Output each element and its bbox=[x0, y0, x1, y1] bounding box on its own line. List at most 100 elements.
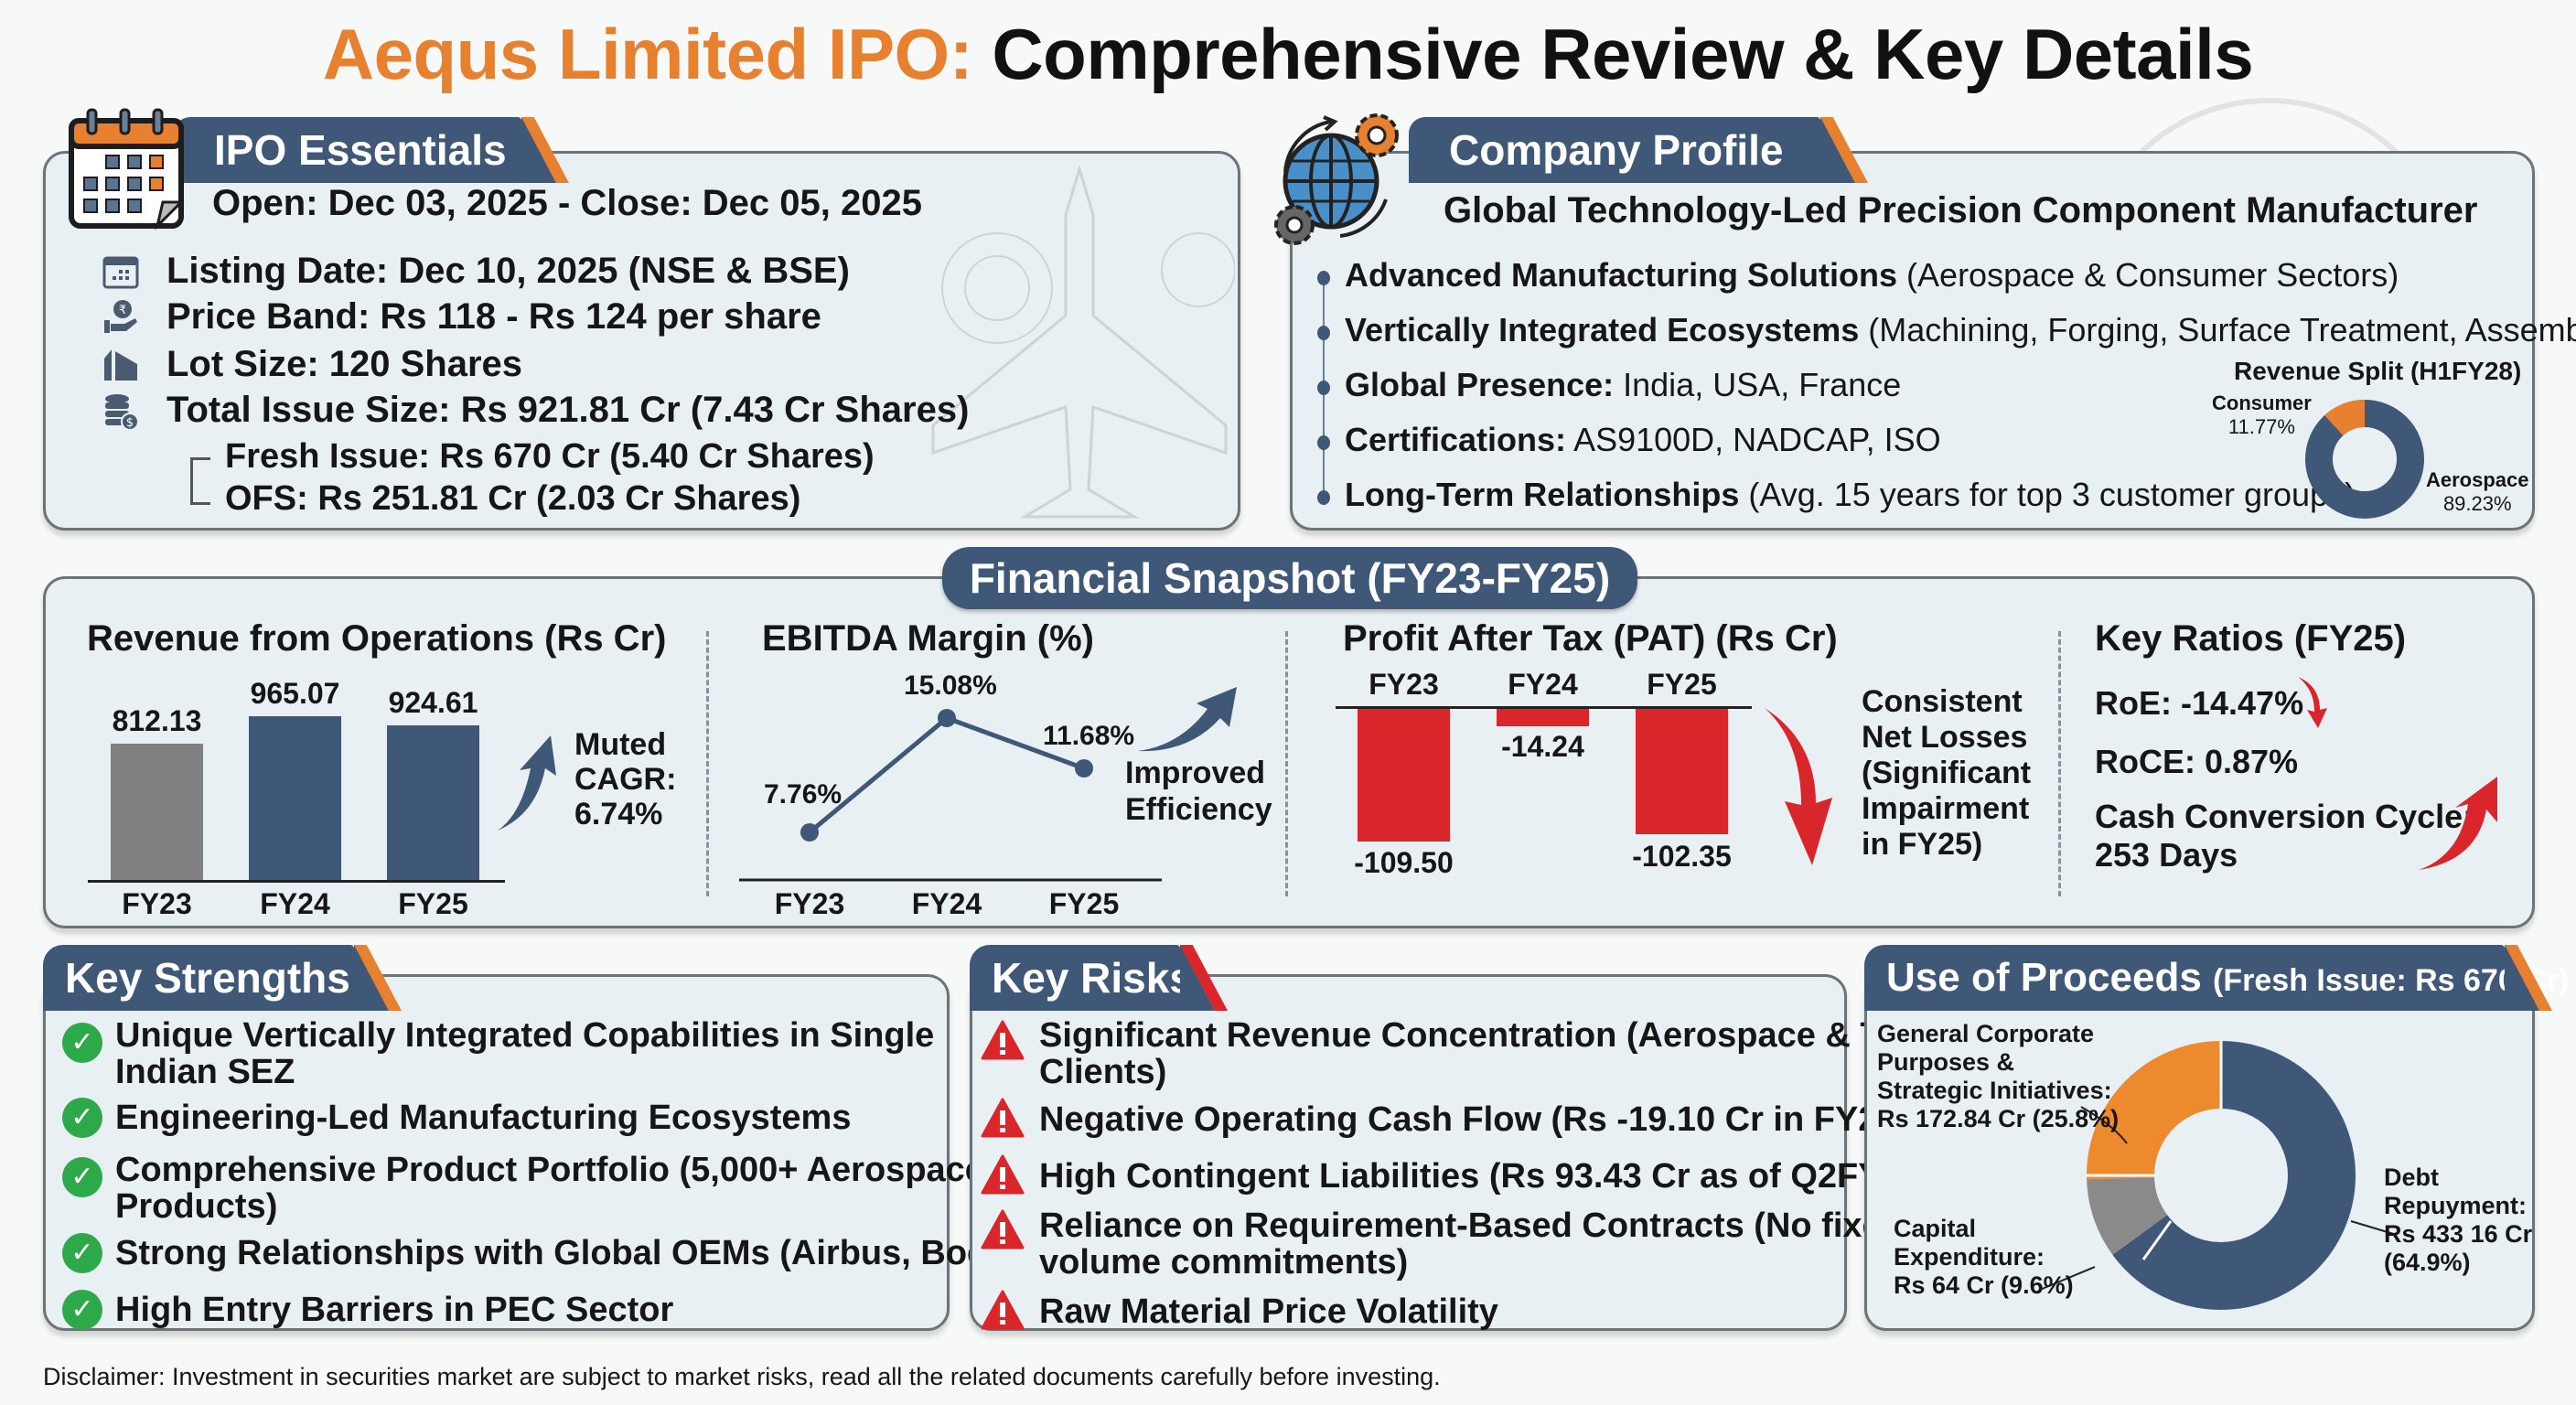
divider bbox=[2058, 631, 2061, 896]
profile-item: Global Presence: India, USA, France bbox=[1345, 366, 1902, 403]
bullet-icon bbox=[1317, 490, 1330, 505]
risk-item: Raw Material Price Volatility bbox=[1039, 1292, 1498, 1331]
strength-item: Comprehensive Product Portfolio (5,000+ … bbox=[115, 1151, 984, 1226]
title-rest: Comprehensive Review & Key Details bbox=[972, 14, 2254, 94]
bar-label: 812.13 bbox=[112, 704, 202, 737]
warning-icon bbox=[981, 1154, 1025, 1195]
x-tick: FY24 bbox=[260, 887, 330, 920]
revenue-chart-title: Revenue from Operations (Rs Cr) bbox=[87, 618, 667, 659]
check-icon: ✓ bbox=[62, 1233, 102, 1273]
bar-label: -14.24 bbox=[1501, 730, 1584, 763]
bullet-icon bbox=[1317, 326, 1330, 340]
risk-item: Negative Operating Cash Flow (Rs -19.10 … bbox=[1039, 1100, 1909, 1139]
company-profile-header: Company Profile bbox=[1409, 117, 1868, 183]
x-tick: FY24 bbox=[1508, 668, 1578, 701]
profile-item: Advanced Manufacturing Solutions (Aerosp… bbox=[1345, 256, 2399, 294]
trend-down-arrow-icon bbox=[1765, 708, 1832, 865]
capex-label: Capital Expenditure: Rs 64 Cr (9.6%) bbox=[1894, 1215, 2074, 1299]
x-tick: FY24 bbox=[911, 887, 982, 920]
listing-date: Listing Date: Dec 10, 2025 (NSE & BSE) bbox=[166, 251, 850, 291]
up-arrow-icon bbox=[2419, 777, 2497, 870]
pat-bar-fy25 bbox=[1636, 709, 1728, 834]
point-label: 7.76% bbox=[764, 779, 843, 810]
divider bbox=[706, 631, 709, 896]
trend-up-arrow-icon bbox=[498, 735, 556, 831]
trend-up-arrow-icon bbox=[1138, 687, 1237, 752]
revenue-bar-fy23 bbox=[111, 744, 203, 881]
key-ratios-title: Key Ratios (FY25) bbox=[2095, 618, 2407, 659]
rupee-hand-icon: ₹ bbox=[104, 300, 137, 333]
bar-label: 924.61 bbox=[388, 686, 478, 719]
box-icon bbox=[104, 349, 137, 381]
page-title: Aequs Limited IPO: Comprehensive Review … bbox=[0, 13, 2576, 96]
point-label: 15.08% bbox=[904, 670, 997, 701]
ofs: OFS: Rs 251.81 Cr (2.03 Cr Shares) bbox=[225, 479, 801, 518]
coins-dollar-icon: $ bbox=[105, 394, 139, 431]
calendar-small-icon bbox=[102, 256, 139, 289]
profile-item: Long-Term Relationships (Avg. 15 years f… bbox=[1345, 476, 2356, 513]
revenue-note: Muted CAGR: 6.74% bbox=[574, 727, 677, 831]
use-of-proceeds-donut bbox=[2087, 1041, 2356, 1310]
bar-label: 965.07 bbox=[250, 677, 340, 710]
key-risks-panel bbox=[970, 974, 1847, 1331]
ebitda-note: Improved Efficiency bbox=[1125, 756, 1272, 827]
fresh-issue: Fresh Issue: Rs 670 Cr (5.40 Cr Shares) bbox=[225, 437, 875, 476]
financial-snapshot-header: Financial Snapshot (FY23-FY25) bbox=[942, 547, 1637, 609]
key-strengths-header: Key Strengths bbox=[43, 945, 402, 1011]
x-tick: FY25 bbox=[398, 887, 468, 920]
x-axis bbox=[88, 880, 505, 883]
check-icon: ✓ bbox=[62, 1023, 102, 1063]
cash-conversion-cycle: Cash Conversion Cycle: 253 Days bbox=[2095, 798, 2474, 874]
debt-repayment-label: Debt Repuyment: Rs 433 16 Cr (64.9%) bbox=[2384, 1164, 2533, 1276]
profile-item: Certifications: AS9100D, NADCAP, ISO bbox=[1345, 421, 1941, 458]
strength-item: Engineering-Led Manufacturing Ecosystems bbox=[115, 1099, 852, 1137]
pat-note: Consistent Net Losses (Significant Impai… bbox=[1862, 684, 2032, 862]
x-tick: FY25 bbox=[1048, 887, 1120, 920]
ipo-essentials-panel bbox=[43, 151, 1240, 531]
revenue-bar-fy24 bbox=[249, 716, 341, 881]
warning-icon bbox=[981, 1098, 1025, 1138]
svg-text:₹: ₹ bbox=[119, 304, 126, 317]
profile-item: Vertically Integrated Ecosystems (Machin… bbox=[1345, 311, 2576, 349]
warning-icon bbox=[981, 1020, 1025, 1060]
check-icon: ✓ bbox=[62, 1157, 102, 1197]
strength-item: Unique Vertically Integrated Copabilitie… bbox=[115, 1016, 935, 1091]
general-corporate-label: General Corporate Purposes & Strategic I… bbox=[1877, 1020, 2120, 1132]
point-label: 11.68% bbox=[1043, 721, 1135, 751]
check-icon: ✓ bbox=[62, 1290, 102, 1330]
ipo-dates: Open: Dec 03, 2025 - Close: Dec 05, 2025 bbox=[212, 183, 922, 223]
bar-label: -109.50 bbox=[1354, 846, 1454, 879]
x-tick: FY23 bbox=[774, 887, 845, 920]
down-arrow-icon bbox=[2298, 677, 2327, 728]
bar-label: -102.35 bbox=[1632, 840, 1732, 873]
pat-bar-fy24 bbox=[1497, 709, 1589, 726]
warning-icon bbox=[981, 1209, 1025, 1249]
bullet-icon bbox=[1317, 435, 1330, 450]
strength-item: High Entry Barriers in PEC Sector bbox=[115, 1291, 674, 1329]
disclaimer: Disclaimer: Investment in securities mar… bbox=[43, 1363, 1441, 1390]
strength-item: Strong Relationships with Global OEMs (A… bbox=[115, 1234, 1050, 1272]
bullet-icon bbox=[1317, 381, 1330, 395]
leader-lines bbox=[2039, 1106, 2398, 1291]
consumer-label: Consumer 11.77% bbox=[2212, 391, 2312, 438]
key-strengths-panel bbox=[43, 974, 950, 1331]
calendar-icon bbox=[69, 108, 185, 231]
lot-size: Lot Size: 120 Shares bbox=[166, 344, 523, 384]
pat-chart-title: Profit After Tax (PAT) (Rs Cr) bbox=[1343, 618, 1838, 659]
key-risks-header: Key Risks bbox=[970, 945, 1228, 1011]
bullet-icon bbox=[1317, 271, 1330, 285]
roce-value: RoCE: 0.87% bbox=[2095, 743, 2299, 780]
x-tick: FY25 bbox=[1647, 668, 1717, 701]
revenue-split-title: Revenue Split (H1FY28) bbox=[2234, 357, 2522, 385]
airplane-blueprint-icon bbox=[931, 164, 1235, 519]
ebitda-line-chart bbox=[739, 709, 1162, 882]
risk-item: Significant Revenue Concentration (Aeros… bbox=[1039, 1016, 1922, 1091]
x-axis bbox=[1336, 706, 1752, 709]
warning-icon bbox=[981, 1290, 1025, 1330]
pat-bar-fy23 bbox=[1358, 709, 1450, 842]
total-issue-size: Total Issue Size: Rs 921.81 Cr (7.43 Cr … bbox=[166, 390, 970, 430]
title-highlight: Aequs Limited IPO: bbox=[322, 14, 973, 94]
revenue-split-donut bbox=[2305, 400, 2424, 519]
globe-gears-icon bbox=[1274, 113, 1399, 245]
divider bbox=[1285, 631, 1288, 896]
